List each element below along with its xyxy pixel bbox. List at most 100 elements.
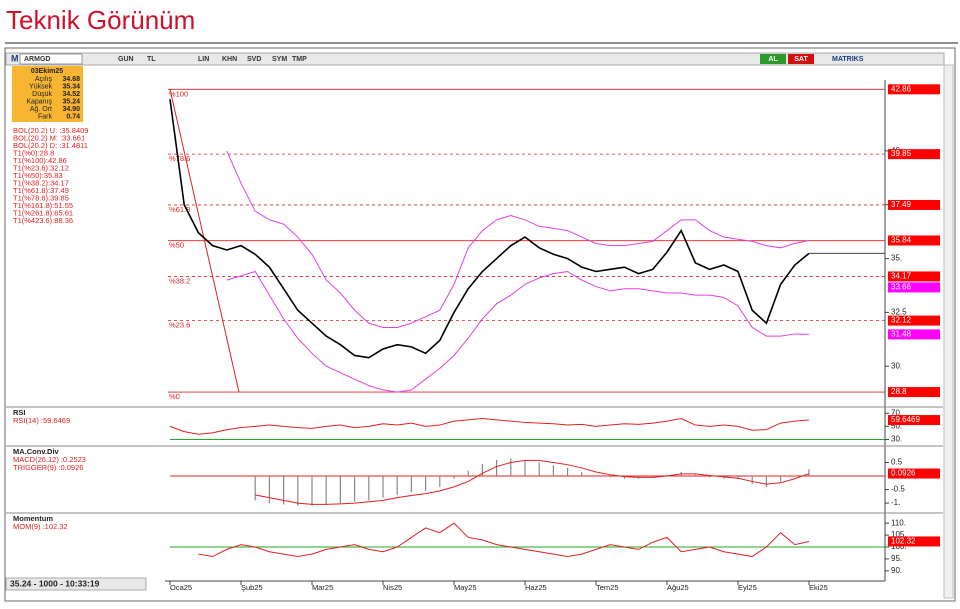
price-label-box (888, 282, 940, 293)
fib-label: %23.6 (169, 321, 190, 330)
last-value: 59.6469 (891, 415, 920, 424)
toolbar-button[interactable]: KHN (222, 56, 237, 63)
info-value: 34.52 (62, 91, 80, 98)
trend-line (169, 89, 240, 393)
y-tick-label: 30. (891, 361, 902, 370)
y-tick-label: 35. (891, 254, 902, 263)
indicator-legend: T1(%423.6):88.36 (13, 216, 73, 225)
info-box (12, 66, 83, 122)
price-label: 31.48 (891, 329, 912, 338)
price-label: 37.49 (891, 200, 912, 209)
y-tick-label: 0.5 (891, 458, 903, 467)
price-label: 39.85 (891, 149, 912, 158)
y-tick-label: 110. (891, 518, 906, 527)
brand: MATRIKS (832, 56, 864, 63)
x-tick-label: Şub25 (241, 583, 263, 592)
x-tick-label: Ağu25 (667, 583, 689, 592)
last-value-box (888, 536, 940, 547)
toolbar-button[interactable]: SVD (247, 56, 261, 63)
last-value-box (888, 415, 940, 426)
scrollbar (943, 64, 954, 599)
x-tick-label: Nis25 (383, 583, 402, 592)
fib-label: %100 (169, 89, 188, 98)
series-line (198, 522, 810, 558)
price-label-box (888, 329, 940, 340)
indicator-legend: T1(%38.2):34.17 (13, 178, 69, 187)
info-label: Yüksek (29, 83, 52, 90)
symbol: ARMGD (24, 56, 50, 63)
toolbar-button[interactable]: GUN (118, 56, 134, 63)
logo: M (11, 53, 19, 63)
x-tick-label: Haz25 (525, 583, 547, 592)
action-label: SAT (794, 56, 808, 63)
y-tick-label: 105. (891, 530, 907, 539)
info-value: 35.24 (62, 98, 80, 105)
panel-title: RSI (13, 408, 26, 417)
x-tick-label: Tem25 (596, 583, 619, 592)
x-tick-label: Eki25 (809, 583, 828, 592)
price-label: 34.17 (891, 272, 912, 281)
fib-label: %0 (169, 392, 180, 401)
price-label: 32.12 (891, 316, 912, 325)
chart-frame (4, 47, 956, 602)
fib-label: %61.8 (169, 205, 190, 214)
price-label: 28.8 (891, 387, 907, 396)
indicator-legend: T1(%100):42.86 (13, 156, 67, 165)
x-tick-label: May25 (454, 583, 477, 592)
indicator-legend: T1(%261.8):65.61 (13, 208, 73, 217)
toolbar-button[interactable]: LIN (198, 56, 209, 63)
action-label: AL (768, 56, 778, 63)
y-tick-label: 90. (891, 566, 902, 575)
y-tick-label: -0.5 (891, 485, 905, 494)
price-label-box (888, 199, 940, 210)
info-label: Kapanış (26, 98, 52, 105)
info-date: 03Ekim25 (31, 68, 63, 75)
series-line (226, 150, 810, 328)
info-label: Düşük (32, 91, 52, 98)
toolbar-button[interactable]: SYM (272, 56, 287, 63)
panel-title: MA.Conv.Div (13, 447, 60, 456)
symbol-box (19, 53, 83, 65)
price-label: 33.66 (891, 283, 912, 292)
y-tick-label: 50. (891, 421, 902, 430)
indicator-legend: T1(%61.8):37.49 (13, 186, 69, 195)
info-value: 34.68 (62, 76, 80, 83)
price-label: 42.86 (891, 84, 912, 93)
toolbar (5, 52, 945, 66)
x-tick-label: Mar25 (312, 583, 333, 592)
y-tick-label: 70. (891, 408, 902, 417)
price-label-box (888, 235, 940, 246)
x-tick-label: Eyl25 (738, 583, 757, 592)
series-line (169, 99, 810, 359)
info-label: Ağ. Ort (30, 106, 52, 113)
y-tick-label: 30. (891, 435, 902, 444)
panel-title: Momentum (13, 514, 53, 523)
indicator-legend: BOL(20.2) M: :33.661 (13, 133, 85, 142)
info-value: 34.90 (62, 106, 80, 113)
info-label: Fark (38, 113, 53, 120)
series-line (169, 417, 810, 435)
indicator-legend: T1(%50):35.83 (13, 171, 63, 180)
action-button[interactable] (788, 54, 814, 64)
action-button[interactable] (760, 54, 786, 64)
panel-legend: TRIGGER(9) :0.0926 (13, 463, 83, 472)
info-label: Açılış (35, 76, 53, 83)
toolbar-button[interactable]: TMP (292, 56, 307, 63)
y-tick-label: 100. (891, 542, 907, 551)
indicator-legend: T1(%23.6):32.12 (13, 163, 69, 172)
series-line (226, 270, 810, 393)
indicator-legend: T1(%78.6):39.85 (13, 193, 69, 202)
indicator-legend: T1(%0):28.8 (13, 148, 54, 157)
last-value: 102.32 (891, 537, 916, 546)
last-value: 0.0926 (891, 469, 916, 478)
x-tick-label: Oca25 (170, 583, 192, 592)
y-tick-label: 32.5 (891, 308, 907, 317)
info-value: 0.74 (66, 113, 80, 120)
price-label: 35.84 (891, 236, 912, 245)
info-value: 35.34 (62, 83, 80, 90)
status-bar (5, 577, 147, 591)
indicator-legend: BOL(20.2) D: :31.4811 (13, 141, 88, 150)
y-tick-label: -1. (891, 498, 900, 507)
toolbar-button[interactable]: TL (147, 56, 156, 63)
